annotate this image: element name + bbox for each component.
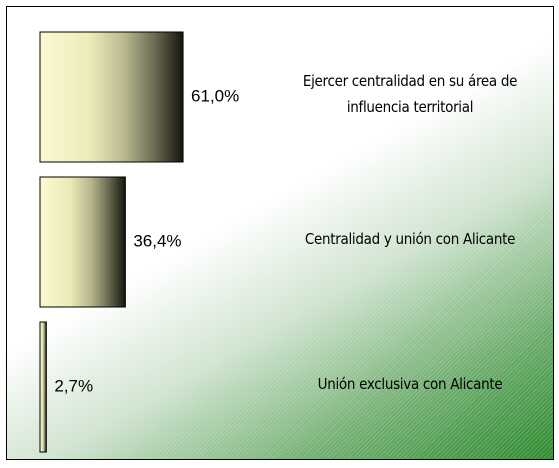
- value-label: 2,7%: [54, 376, 93, 395]
- bar: [39, 176, 126, 308]
- category-label: Unión exclusiva con Alicante: [317, 375, 503, 393]
- category-label: Centralidad y unión con Alicante: [304, 230, 516, 248]
- value-label: 61,0%: [191, 86, 239, 105]
- value-label: 36,4%: [133, 231, 181, 250]
- category-label: Ejercer centralidad en su área de influe…: [302, 72, 518, 116]
- bar: [39, 321, 47, 453]
- bar: [39, 31, 184, 163]
